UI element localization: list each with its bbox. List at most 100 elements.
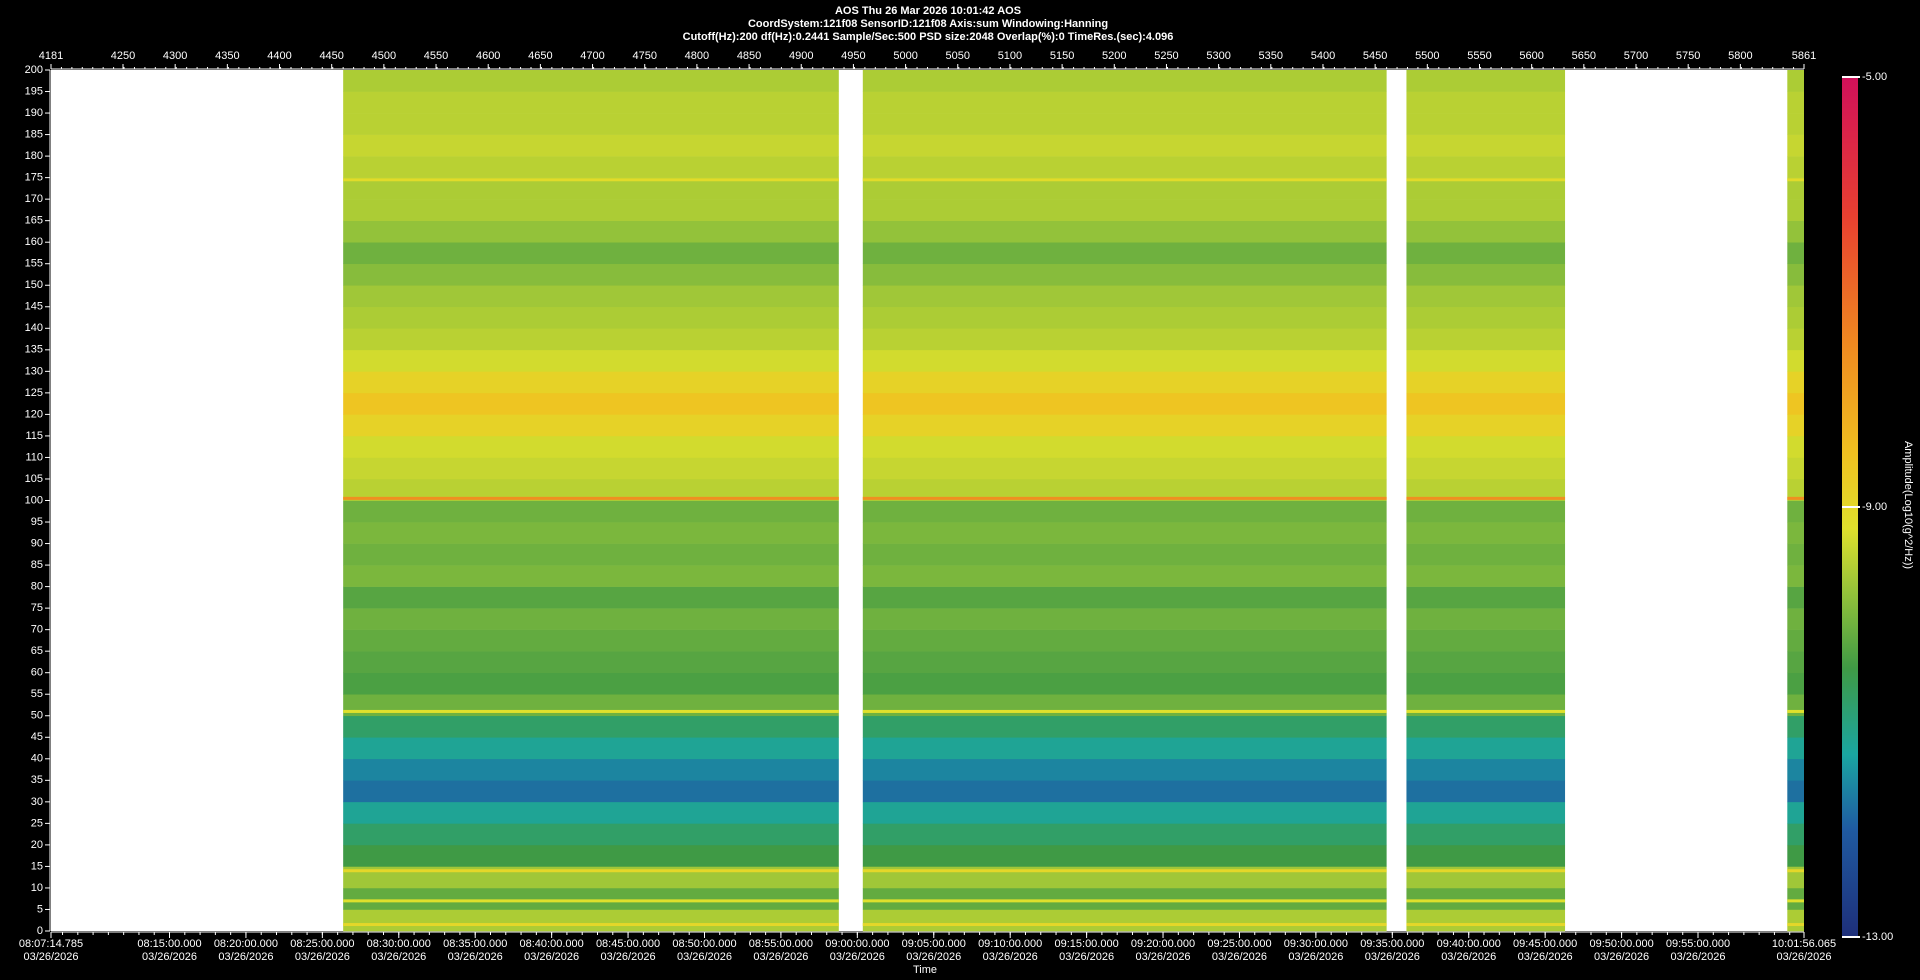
spectrogram-cell [343,909,839,932]
spectrogram-cell [862,801,1387,824]
spectrogram-cell [343,651,839,673]
x-tick-label: 5650 [1572,50,1596,62]
y-tick-label: 15 [31,860,43,872]
spectrogram-cell [1406,220,1566,243]
spectrogram-cell [1406,844,1566,867]
x2-tick-date: 03/26/2026 [1365,951,1420,963]
spectrogram-cell [343,887,839,910]
spectrogram-cell [343,543,839,566]
x-tick-label: 4250 [111,50,135,62]
y-tick-label: 90 [31,537,43,549]
x2-tick-time: 08:30:00.000 [367,938,431,950]
x-tick-label: 5350 [1259,50,1283,62]
spectrogram-cell [1406,435,1566,458]
spectrogram-cell [1406,586,1566,609]
colorbar-tick-label: -13.00 [1862,931,1893,943]
spectrogram-cell [343,608,839,630]
spectrogram-cell [1787,909,1804,932]
spectrogram-cell [1406,672,1566,695]
x2-tick-time: 09:15:00.000 [1054,938,1118,950]
spectrogram-cell [862,500,1387,523]
spectrogram-cell [862,780,1387,803]
spectrogram-cell [343,478,839,501]
x2-tick-date: 03/26/2026 [906,951,961,963]
x-tick-label: 5500 [1415,50,1439,62]
spectrogram-cell [343,844,839,867]
y-tick-label: 70 [31,624,43,636]
x2-tick-time: 08:55:00.000 [749,938,813,950]
tone-line [343,899,839,903]
spectrogram-cell [1787,263,1804,286]
y-tick-label: 65 [31,645,43,657]
colorbar-tick-label: -9.00 [1862,501,1887,513]
tone-line [1787,496,1804,500]
y-tick-label: 80 [31,581,43,593]
x-tick-label: 5000 [893,50,917,62]
spectrogram-cell [1787,156,1804,178]
x2-tick-date: 03/26/2026 [1518,951,1573,963]
spectrogram-cell [862,457,1387,480]
spectrogram-cell [1406,113,1566,135]
x2-tick-time: 08:20:00.000 [214,938,278,950]
x2-tick-date: 03/26/2026 [1136,951,1191,963]
spectrogram-cell [862,909,1387,932]
tone-line [862,923,1387,927]
spectrogram-cell [862,651,1387,673]
y-tick-label: 40 [31,753,43,765]
spectrogram-cell [1787,285,1804,308]
spectrogram-cell [1406,909,1566,932]
spectrogram-cell [862,715,1387,738]
spectrogram-cell [1406,263,1566,286]
spectrogram-cell [343,177,839,200]
spectrogram-cell [862,177,1387,200]
spectrogram-cell [862,156,1387,178]
x2-tick-time: 08:07:14.785 [19,938,83,950]
spectrogram-cell [1787,177,1804,200]
y-tick-label: 115 [25,430,43,442]
spectrogram-cell [343,715,839,738]
x-tick-label: 4900 [789,50,813,62]
spectrogram-cell [1406,328,1566,351]
spectrogram-cell [862,608,1387,630]
spectrogram-cell [1787,651,1804,673]
y-tick-label: 95 [31,516,43,528]
x2-tick-date: 03/26/2026 [601,951,656,963]
y-tick-label: 155 [25,258,43,270]
y-tick-label: 45 [31,731,43,743]
y-tick-label: 55 [31,688,43,700]
spectrogram-cell [1787,823,1804,846]
spectrogram-cell [343,586,839,609]
spectrogram-cell [862,306,1387,329]
spectrogram-cell [862,522,1387,544]
spectrogram-cell [1406,349,1566,372]
x2-tick-time: 08:35:00.000 [443,938,507,950]
y-tick-label: 35 [31,774,43,786]
spectrogram-cell [1787,414,1804,437]
y-tick-label: 185 [25,128,43,140]
y-tick-label: 140 [25,322,43,334]
x2-tick-time: 09:05:00.000 [902,938,966,950]
spectrogram-cell [1787,780,1804,803]
x2-tick-time: 08:15:00.000 [137,938,201,950]
x-tick-label: 5750 [1676,50,1700,62]
spectrogram-cell [1406,565,1566,587]
x-tick-label: 5550 [1467,50,1491,62]
spectrogram-cell [1787,134,1804,157]
spectrogram-cell [1406,392,1566,415]
spectrogram-cell [1787,435,1804,458]
x2-tick-time: 09:30:00.000 [1284,938,1348,950]
y-tick-label: 85 [31,559,43,571]
x2-tick-date: 03/26/2026 [524,951,579,963]
y-tick-label: 200 [25,64,43,76]
spectrogram-cell [862,285,1387,308]
x-tick-label: 4550 [424,50,448,62]
tone-line [1406,869,1566,873]
tone-line [1787,178,1804,182]
y-tick-label: 180 [25,150,43,162]
x-tick-label: 4450 [319,50,343,62]
spectrogram-cell [343,285,839,308]
tone-line [1787,923,1804,927]
spectrogram-cell [862,242,1387,265]
y-tick-label: 110 [25,451,43,463]
spectrogram-cell [862,543,1387,566]
